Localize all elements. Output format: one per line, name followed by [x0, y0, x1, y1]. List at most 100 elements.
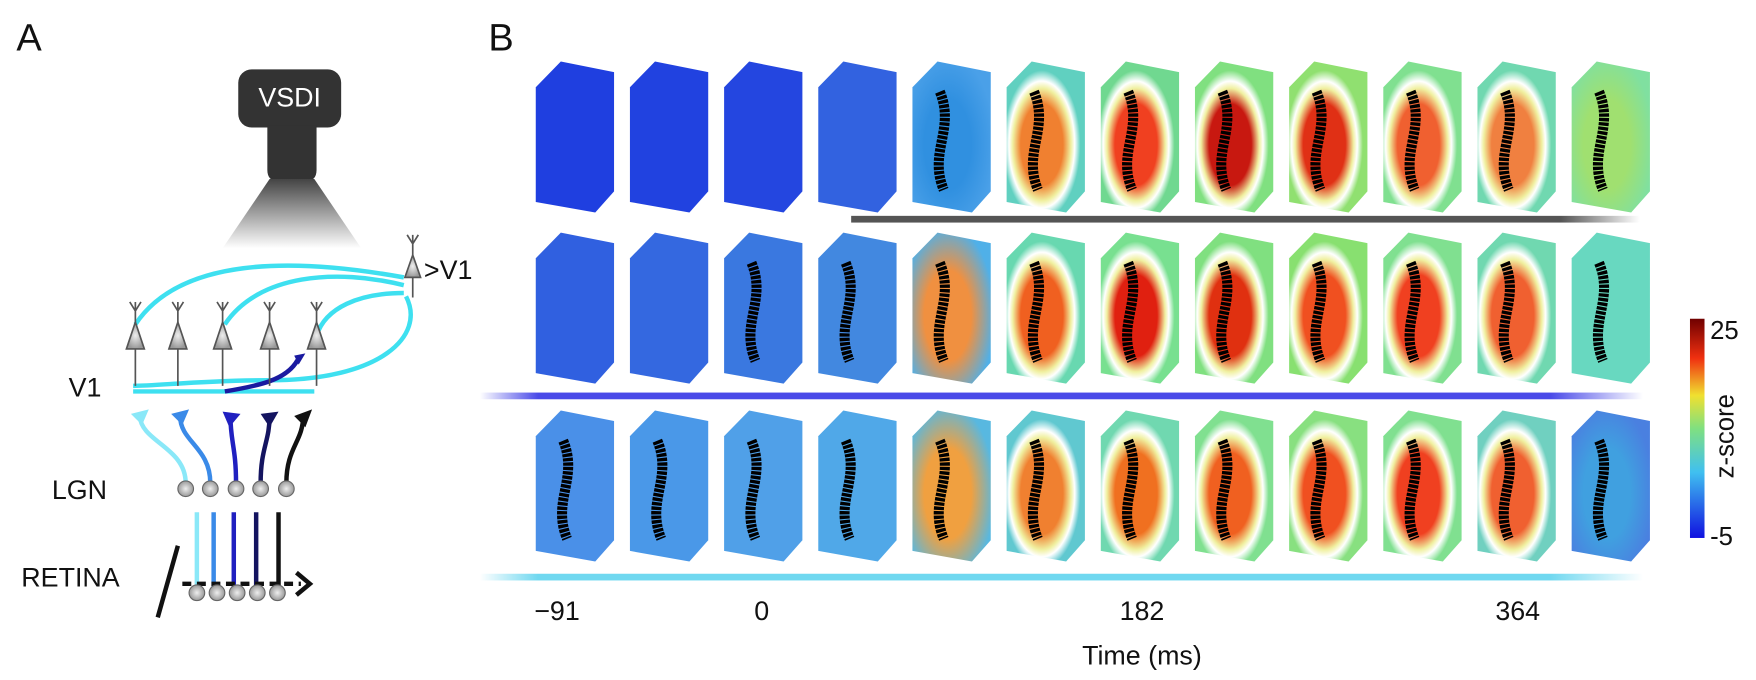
- colorbar-label: 25: [1710, 317, 1739, 345]
- layer-label: RETINA: [21, 562, 119, 592]
- wave-front: [557, 438, 574, 541]
- wave-front: [839, 260, 856, 363]
- colorbar: [1689, 318, 1705, 538]
- wave-front: [933, 438, 950, 541]
- vsd-frame: [818, 410, 897, 562]
- vsd-frame: [1006, 232, 1085, 384]
- wave-front: [1404, 438, 1421, 541]
- lgn-cells: [177, 480, 295, 498]
- wave-front: [1592, 438, 1610, 541]
- wave-front: [1122, 260, 1139, 363]
- wave-front: [1122, 438, 1139, 541]
- vsd-frame: [535, 232, 615, 384]
- wave-front: [1404, 260, 1421, 363]
- vsd-frame: [1194, 61, 1274, 213]
- vsd-frame: [1100, 61, 1180, 213]
- vsd-frame: [535, 410, 615, 562]
- retina-cells: [188, 584, 286, 602]
- wave-front: [1216, 438, 1233, 541]
- camera-head: [238, 69, 342, 128]
- vsd-frame: [535, 61, 615, 213]
- vsd-frame: [912, 232, 991, 384]
- panel-label: A: [16, 17, 42, 59]
- arrowhead: [294, 353, 306, 365]
- wave-front: [745, 260, 762, 363]
- vsd-frame: [818, 232, 897, 384]
- wave-front: [1592, 260, 1610, 363]
- vsd-frame: [629, 232, 709, 384]
- wave-front: [1592, 89, 1610, 192]
- time-label: −91: [534, 596, 580, 626]
- time-label: 364: [1495, 596, 1540, 626]
- layer-label: LGN: [52, 475, 107, 505]
- colorbar-label: -5: [1710, 523, 1733, 551]
- feedback-connections: [133, 263, 413, 394]
- vsd-frame: [1194, 410, 1274, 562]
- vsd-frame: [1194, 232, 1274, 384]
- vsd-frame: [1383, 61, 1462, 213]
- vsd-frame: [818, 61, 897, 213]
- vsd-frame: [1383, 410, 1462, 562]
- wave-front: [1498, 89, 1515, 192]
- wave-front: [1498, 260, 1515, 363]
- wave-front: [839, 438, 856, 541]
- vsd-frame: [724, 410, 803, 562]
- wave-front: [1027, 260, 1045, 363]
- wave-front: [1404, 89, 1421, 192]
- row-bar: [851, 215, 1640, 223]
- vsd-frame: [1571, 232, 1650, 384]
- vsd-frame: [629, 61, 709, 213]
- vsd-frame: [1100, 232, 1180, 384]
- wave-front: [745, 438, 762, 541]
- camera-label: VSDI: [258, 83, 321, 113]
- vsd-frame: [1006, 61, 1085, 213]
- vsd-frame: [724, 232, 803, 384]
- stimulus-edge: [155, 545, 181, 618]
- wave-front: [1310, 438, 1327, 541]
- time-label: 0: [754, 596, 769, 626]
- vsd-frame: [1383, 232, 1462, 384]
- wave-front: [1216, 260, 1233, 363]
- vsd-frame: [912, 410, 991, 562]
- camera-body: [267, 125, 317, 182]
- panel-b: B −91 0 182 364 Time (ms) 25 -5 z-score: [479, 17, 1740, 671]
- panel-label: B: [488, 17, 513, 59]
- wave-front: [933, 260, 950, 363]
- row-bar: [479, 392, 1644, 400]
- light-cone: [222, 178, 362, 249]
- area-label: >V1: [424, 255, 472, 285]
- time-label: 182: [1120, 596, 1165, 626]
- vsd-frame: [1100, 410, 1180, 562]
- vsd-frame: [1289, 61, 1368, 213]
- vsd-frame: [1477, 232, 1556, 384]
- axis-title: Time (ms): [1082, 641, 1202, 671]
- colorbar-title: z-score: [1712, 394, 1740, 478]
- local-connection: [224, 358, 300, 394]
- wave-front: [1122, 89, 1139, 192]
- motion-arrowhead: [294, 570, 314, 597]
- feedforward-heads: [130, 409, 313, 428]
- wave-front: [1498, 438, 1515, 541]
- wave-front: [651, 438, 668, 541]
- wave-front: [1216, 89, 1233, 192]
- vsd-frame: [1006, 410, 1085, 562]
- vsd-frame: [1477, 61, 1556, 213]
- vsd-frame: [1289, 410, 1368, 562]
- vsd-frame: [629, 410, 709, 562]
- vsd-frame: [724, 61, 803, 213]
- vsd-frame: [1571, 61, 1650, 213]
- vsd-frame: [912, 61, 991, 213]
- row-bar: [479, 573, 1644, 581]
- wave-front: [933, 89, 950, 192]
- v1-neurons: [125, 234, 422, 386]
- vsd-frame: [1289, 232, 1368, 384]
- panel-a: A VSDI >V1 V1: [16, 17, 472, 618]
- wave-front: [1310, 260, 1327, 363]
- retina-connections: [194, 512, 281, 588]
- wave-front: [1027, 438, 1045, 541]
- vsd-frame: [1571, 410, 1650, 562]
- wave-front: [1310, 89, 1327, 192]
- vsd-frame: [1477, 410, 1556, 562]
- wave-front: [1027, 89, 1045, 192]
